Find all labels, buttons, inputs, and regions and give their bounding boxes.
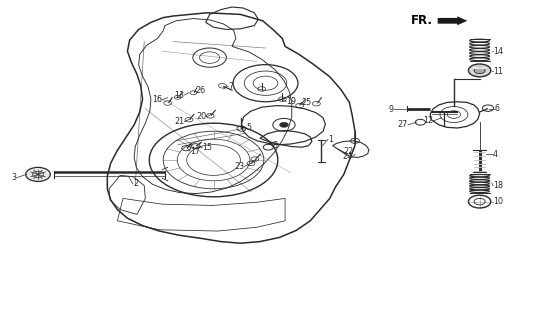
Text: 14: 14	[493, 47, 503, 56]
Text: 18: 18	[493, 181, 503, 190]
Text: 3: 3	[12, 173, 17, 182]
Text: 9: 9	[389, 105, 394, 114]
Text: 27: 27	[398, 120, 408, 129]
Text: 19: 19	[286, 97, 296, 106]
Text: 11: 11	[493, 67, 503, 76]
Text: 17: 17	[190, 147, 200, 156]
Text: 25: 25	[302, 98, 312, 107]
Text: 2: 2	[133, 180, 138, 188]
Circle shape	[468, 64, 491, 77]
Text: 22: 22	[344, 148, 354, 156]
Text: 15: 15	[202, 143, 212, 152]
Text: 1: 1	[328, 135, 333, 144]
Text: 12: 12	[423, 116, 433, 125]
Circle shape	[474, 67, 485, 74]
Text: 4: 4	[493, 150, 498, 159]
Text: 10: 10	[493, 197, 503, 206]
FancyArrow shape	[438, 16, 467, 25]
Text: 23: 23	[234, 162, 244, 171]
Circle shape	[26, 167, 50, 181]
Text: 21: 21	[174, 117, 184, 126]
Text: 16: 16	[152, 95, 162, 104]
Text: 8: 8	[273, 141, 278, 150]
Text: 5: 5	[246, 124, 251, 132]
Text: 7: 7	[228, 82, 233, 91]
Text: 26: 26	[196, 86, 206, 95]
Text: FR.: FR.	[411, 14, 433, 27]
Text: 20: 20	[197, 112, 207, 121]
Text: 24: 24	[342, 152, 352, 161]
Circle shape	[280, 122, 288, 127]
Text: 13: 13	[174, 91, 184, 100]
Text: 6: 6	[495, 104, 500, 113]
